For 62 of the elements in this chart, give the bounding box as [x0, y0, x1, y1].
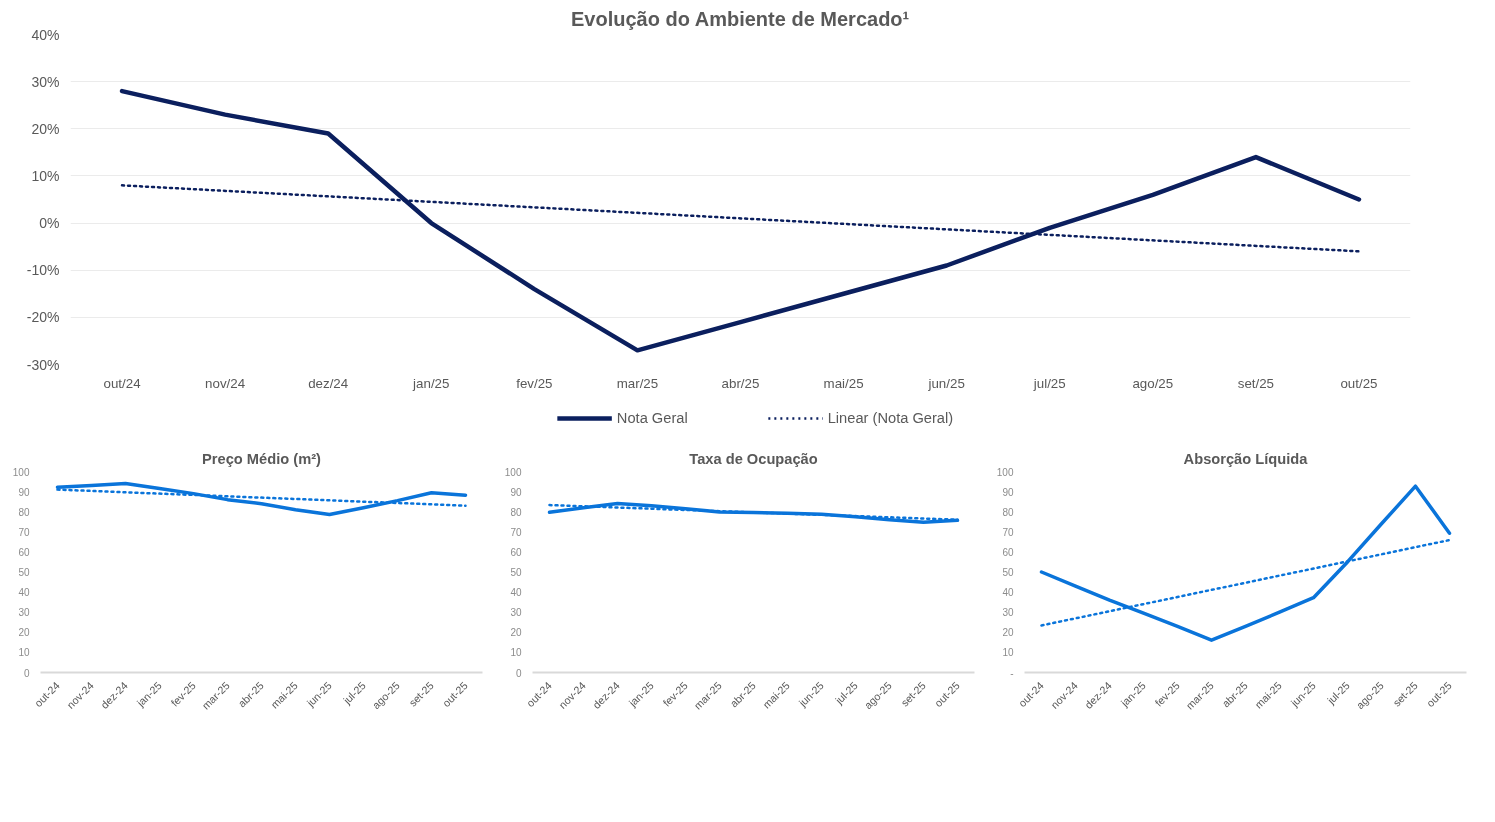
x-tick-label: set/25: [1237, 375, 1275, 391]
y-tick-label: 50: [18, 567, 30, 578]
x-tick-label: out/25: [1340, 375, 1378, 391]
y-tick-label: 30: [510, 607, 522, 619]
y-tick-label: 100: [12, 466, 30, 478]
chart-title: Preço Médio (m²): [202, 450, 322, 467]
y-tick-label: 40: [510, 587, 522, 599]
y-tick-label: 80: [510, 506, 522, 518]
y-tick-label: 10: [1002, 647, 1014, 659]
y-tick-label: 90: [1002, 486, 1014, 498]
y-tick-label: 20: [510, 627, 522, 639]
y-tick-label: 40: [1002, 587, 1014, 599]
y-tick-label: 80: [18, 506, 30, 518]
y-tick-label: 90: [510, 486, 522, 498]
line-series: [1039, 484, 1452, 642]
y-tick-label: 100: [996, 466, 1014, 478]
x-tick-label: out/24: [103, 375, 142, 391]
y-tick-label: 30: [18, 607, 30, 619]
y-tick-label: 20%: [31, 120, 60, 137]
chart-title: Evolução do Ambiente de Mercado¹: [571, 7, 910, 30]
y-tick-label: 0: [515, 667, 522, 679]
y-tick-label: 70: [18, 526, 30, 538]
line-series: [119, 88, 1362, 353]
y-tick-label: 30: [1002, 607, 1014, 619]
y-tick-label: 40: [18, 587, 30, 599]
y-tick-label: 60: [18, 546, 30, 558]
y-tick-label: 80: [1002, 506, 1014, 518]
chart-title: Taxa de Ocupação: [689, 450, 818, 467]
y-tick-label: 20: [1002, 627, 1014, 639]
y-tick-label: 100: [504, 466, 522, 478]
x-tick-label: jul/25: [1032, 375, 1066, 391]
x-tick-label: jan/25: [412, 375, 450, 391]
x-tick-label: mar/25: [616, 375, 659, 391]
x-tick-label: fev/25: [516, 375, 553, 391]
x-tick-label: nov/24: [205, 375, 246, 391]
y-tick-label: 90: [18, 486, 30, 498]
y-tick-label: 40%: [31, 26, 60, 43]
x-tick-label: jun/25: [927, 375, 965, 391]
x-tick-label: ago/25: [1132, 375, 1174, 391]
y-tick-label: 10%: [31, 167, 60, 184]
y-tick-label: 50: [1002, 567, 1014, 578]
x-tick-label: mai/25: [823, 375, 864, 391]
y-tick-label: 10: [18, 647, 30, 659]
y-tick-label: 70: [1002, 526, 1014, 538]
legend-label: Nota Geral: [616, 410, 688, 426]
x-tick-label: abr/25: [721, 375, 760, 391]
y-tick-label: 0: [23, 667, 30, 679]
y-tick-label: -30%: [26, 356, 60, 373]
y-tick-label: 30%: [31, 73, 60, 90]
y-tick-label: 0%: [39, 215, 60, 232]
y-tick-label: 20: [18, 627, 30, 639]
chart-title: Absorção Líquida: [1183, 450, 1309, 467]
y-tick-label: 70: [510, 526, 522, 538]
y-tick-label: -20%: [26, 309, 60, 326]
y-tick-label: 60: [510, 546, 522, 558]
y-tick-label: -: [1010, 667, 1014, 679]
x-tick-label: dez/24: [308, 375, 349, 391]
y-tick-label: 10: [510, 647, 522, 659]
y-tick-label: 50: [510, 567, 522, 578]
y-tick-label: 60: [1002, 546, 1014, 558]
legend-label: Linear (Nota Geral): [827, 410, 954, 426]
y-tick-label: -10%: [26, 262, 60, 279]
